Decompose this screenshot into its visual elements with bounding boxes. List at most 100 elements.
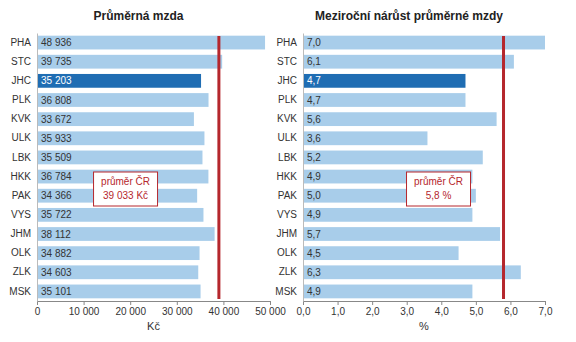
y-tick-label: JHC	[278, 75, 297, 86]
average-value-label: 5,8 %	[426, 190, 452, 201]
average-label: průměr ČR	[414, 175, 463, 187]
y-tick-label: KVK	[277, 113, 297, 124]
y-tick-label: STC	[277, 56, 297, 67]
y-tick-label: LBK	[278, 152, 297, 163]
x-axis: 0,01,02,03,04,05,06,07,0	[297, 301, 553, 317]
y-tick: JHC	[12, 75, 37, 86]
data-label: 4,9	[307, 171, 321, 182]
data-label: 33 672	[41, 114, 72, 125]
bar	[37, 285, 201, 299]
y-tick-label: JHC	[12, 75, 31, 86]
chart-1: Meziroční nárůst průměrné mzdy 7,0 6,1 4,7 4…	[275, 9, 553, 332]
x-tick: 7,0	[539, 301, 553, 317]
x-tick-label: 5,0	[469, 306, 483, 317]
bar	[37, 131, 204, 145]
data-label: 48 936	[41, 37, 72, 48]
bar	[37, 265, 198, 279]
x-tick: 20 000	[115, 301, 146, 317]
x-tick-mark	[372, 301, 373, 305]
bar	[303, 189, 476, 203]
x-axis-title: Kč	[147, 320, 160, 332]
y-tick-label: HKK	[10, 171, 31, 182]
data-label: 4,7	[307, 95, 321, 106]
x-tick-mark	[441, 301, 442, 305]
data-label: 4,5	[307, 248, 321, 259]
x-tick-label: 0	[35, 306, 41, 317]
data-label: 4,9	[307, 286, 321, 297]
data-label: 38 112	[41, 229, 71, 240]
data-label: 36 784	[41, 171, 72, 182]
y-tick: KVK	[11, 113, 37, 124]
y-tick: PAK	[278, 190, 303, 201]
bar	[303, 74, 465, 88]
bar	[37, 74, 201, 88]
x-tick-mark	[476, 301, 477, 305]
x-tick-label: 40 000	[209, 306, 240, 317]
chart-title: Meziroční nárůst průměrné mzdy	[315, 9, 503, 23]
y-tick: HKK	[10, 171, 37, 182]
x-tick: 10 000	[69, 301, 100, 317]
data-label: 35 203	[41, 75, 72, 86]
bar	[37, 227, 215, 241]
average-value-label: 39 033 Kč	[103, 190, 148, 201]
bar	[303, 36, 545, 50]
y-tick-label: PHA	[276, 37, 297, 48]
x-tick: 50 000	[255, 301, 286, 317]
bar	[37, 55, 222, 69]
y-tick: ULK	[278, 132, 303, 143]
y-tick-label: JHM	[276, 228, 297, 239]
y-tick: STC	[11, 56, 37, 67]
y-tick: OLK	[277, 247, 303, 258]
y-tick: STC	[277, 56, 303, 67]
data-label: 39 735	[41, 56, 72, 67]
data-label: 5,0	[307, 190, 321, 201]
bar	[303, 285, 472, 299]
x-axis-title: %	[419, 320, 429, 332]
x-tick-mark	[545, 301, 546, 305]
data-label: 35 101	[41, 286, 72, 297]
x-tick: 2,0	[366, 301, 380, 317]
y-tick-label: MSK	[275, 286, 297, 297]
bar	[303, 246, 459, 260]
data-label: 34 603	[41, 267, 72, 278]
x-tick-mark	[510, 301, 511, 305]
chart-root: Průměrná mzda48 93639 73535 20336 80833 …	[0, 0, 576, 342]
x-tick: 30 000	[162, 301, 193, 317]
x-tick-mark	[130, 301, 131, 305]
x-tick: 4,0	[435, 301, 449, 317]
data-label: 6,1	[307, 56, 321, 67]
bar	[37, 151, 202, 165]
y-tick-label: ZLK	[279, 266, 298, 277]
bar	[37, 208, 203, 222]
x-tick: 1,0	[331, 301, 345, 317]
data-label: 35 509	[41, 152, 72, 163]
y-tick: JHM	[276, 228, 303, 239]
data-label: 35 722	[41, 209, 72, 220]
x-tick-mark	[303, 301, 304, 305]
y-tick-label: VYS	[277, 209, 297, 220]
x-tick-label: 4,0	[435, 306, 449, 317]
x-tick-label: 3,0	[400, 306, 414, 317]
y-tick-label: OLK	[277, 247, 297, 258]
data-label: 34 366	[41, 190, 72, 201]
average-box	[94, 172, 158, 206]
y-axis-line	[37, 34, 38, 302]
average-box	[407, 172, 471, 206]
x-tick-label: 20 000	[115, 306, 146, 317]
data-label: 5,2	[307, 152, 321, 163]
y-tick-label: ULK	[12, 132, 32, 143]
data-label: 36 808	[41, 95, 72, 106]
y-tick: VYS	[11, 209, 37, 220]
bar	[37, 189, 197, 203]
x-tick-mark	[223, 301, 224, 305]
y-tick-label: PAK	[12, 190, 32, 201]
y-tick: PLK	[12, 94, 37, 105]
chart-svg: Průměrná mzda48 93639 73535 20336 80833 …	[0, 0, 576, 342]
y-tick-label: PLK	[12, 94, 31, 105]
x-tick-label: 0,0	[297, 306, 311, 317]
y-tick: ZLK	[279, 266, 303, 277]
x-tick-label: 30 000	[162, 306, 193, 317]
data-label: 5,6	[307, 114, 321, 125]
y-tick: PHA	[10, 37, 37, 48]
x-tick-label: 50 000	[255, 306, 286, 317]
